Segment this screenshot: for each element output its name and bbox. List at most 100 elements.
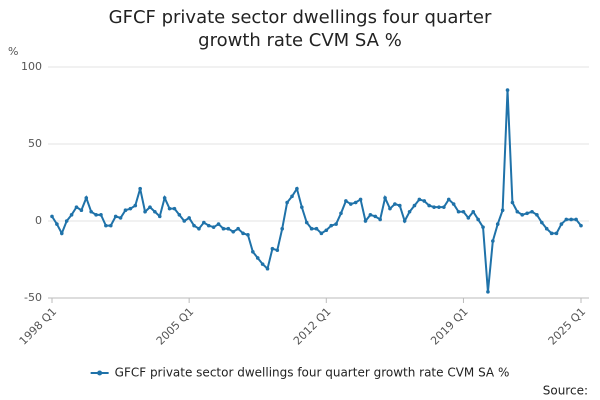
data-point — [388, 206, 392, 211]
data-point — [55, 222, 59, 226]
data-point — [530, 209, 534, 214]
data-point — [89, 209, 93, 214]
data-point — [540, 220, 544, 225]
data-point — [123, 208, 128, 213]
data-point — [309, 226, 314, 231]
data-point — [476, 217, 480, 222]
data-point — [192, 223, 196, 228]
data-point — [329, 223, 333, 228]
data-point — [285, 200, 289, 205]
data-point — [182, 219, 187, 223]
data-point — [437, 205, 441, 209]
data-point — [559, 222, 564, 226]
data-point — [412, 203, 417, 208]
data-point — [442, 205, 446, 209]
data-point — [108, 223, 113, 228]
data-point — [241, 231, 245, 236]
data-point — [255, 256, 260, 260]
data-point — [64, 219, 69, 223]
data-point — [378, 217, 382, 222]
data-point — [495, 222, 500, 226]
data-point — [549, 231, 554, 236]
data-point — [432, 205, 436, 209]
data-point — [221, 226, 226, 231]
data-point — [505, 88, 510, 92]
data-point — [74, 205, 79, 209]
data-point — [407, 209, 412, 214]
y-tick-label: 50 — [28, 137, 42, 150]
data-point — [69, 213, 74, 217]
data-point — [564, 217, 569, 222]
data-point — [446, 197, 451, 202]
data-point — [143, 209, 147, 214]
data-point — [535, 213, 539, 217]
data-point — [59, 231, 64, 236]
data-point — [153, 209, 157, 214]
data-point — [79, 208, 84, 213]
data-point — [348, 202, 353, 206]
data-point — [368, 213, 373, 217]
data-point — [491, 239, 495, 243]
data-point — [486, 290, 490, 294]
data-point — [118, 216, 123, 220]
data-point — [251, 250, 255, 254]
data-point — [216, 222, 221, 226]
data-point — [202, 220, 206, 225]
data-point — [148, 205, 152, 209]
data-point — [393, 202, 397, 206]
data-point — [304, 220, 309, 225]
data-point — [456, 209, 461, 214]
data-point — [451, 202, 456, 206]
series-line — [51, 90, 582, 292]
data-point — [383, 196, 387, 200]
legend-text: GFCF private sector dwellings four quart… — [115, 366, 510, 380]
data-point — [344, 199, 348, 203]
data-point — [579, 223, 583, 228]
data-point — [574, 217, 578, 222]
data-point — [275, 248, 280, 253]
data-point — [167, 206, 172, 211]
data-point — [427, 203, 431, 208]
data-point — [569, 217, 574, 222]
data-point — [236, 226, 240, 231]
data-point — [177, 213, 182, 217]
x-tick-label: 2025 Q1 — [546, 305, 589, 348]
data-point — [290, 194, 294, 199]
x-tick-label: 2012 Q1 — [291, 305, 334, 348]
source: Source: — [543, 384, 588, 398]
data-point — [397, 203, 402, 208]
data-point — [353, 200, 358, 205]
data-point — [358, 197, 363, 202]
data-point — [260, 262, 265, 266]
y-axis-label: % — [8, 45, 18, 58]
data-point — [128, 206, 133, 211]
data-point — [295, 186, 299, 191]
data-point — [544, 226, 549, 231]
data-point — [104, 223, 108, 228]
y-tick-label: -50 — [24, 291, 42, 304]
data-point — [500, 208, 505, 213]
data-point — [99, 213, 103, 217]
data-point — [461, 209, 466, 214]
data-point — [481, 225, 485, 229]
data-point — [226, 226, 231, 231]
data-point — [280, 226, 285, 231]
data-point — [510, 200, 515, 205]
data-point — [270, 246, 275, 251]
data-point — [422, 199, 427, 203]
data-point — [402, 219, 407, 223]
data-point — [50, 214, 54, 219]
data-point — [162, 196, 167, 200]
data-point — [231, 229, 236, 234]
data-point — [265, 266, 270, 271]
data-point — [157, 214, 162, 219]
data-point — [554, 231, 559, 236]
data-point — [211, 225, 216, 229]
data-point — [246, 233, 250, 237]
data-point — [466, 216, 471, 220]
x-tick-label: 2019 Q1 — [428, 305, 471, 348]
data-point — [319, 231, 324, 236]
data-point — [138, 186, 142, 191]
